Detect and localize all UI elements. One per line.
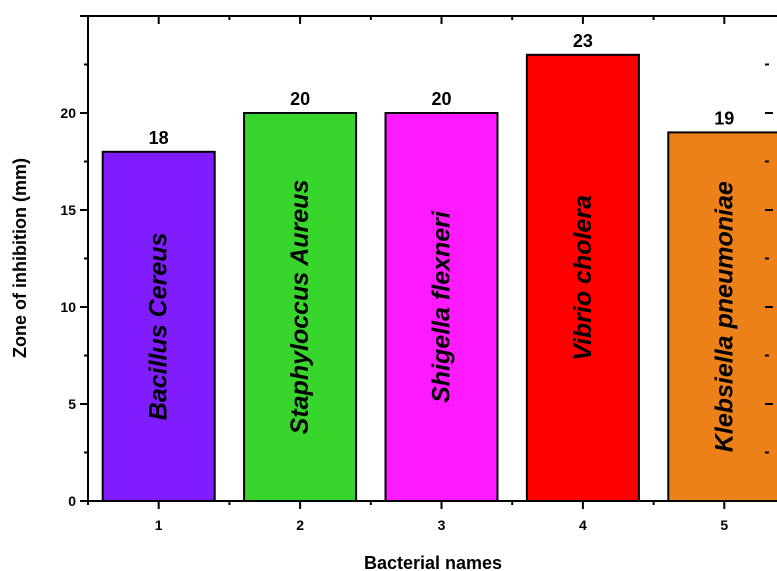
bars: 18 Bacillus Cereus 20 Staphyloccus Aureus 20… [101,31,777,503]
x-tick-label: 4 [579,517,587,533]
data-label: 19 [714,108,734,128]
y-tick-label: 0 [68,493,76,509]
data-label: 20 [431,89,451,109]
bar [525,53,640,503]
y-tick-label: 5 [68,396,76,412]
y-axis-title: Zone of inhibition (mm) [10,158,30,358]
bar [243,112,358,502]
data-label: 20 [290,89,310,109]
y-tick-label: 20 [60,105,76,121]
bar-name-label: Vibrio cholera [569,195,597,361]
x-tick-label: 2 [296,517,304,533]
tick-labels: 0 5 10 15 20 1 2 3 4 5 [60,105,728,533]
bar-name-label: Staphyloccus Aureus [286,180,314,435]
bar-name-label: Shigella flexneri [428,210,456,403]
data-label: 18 [149,128,169,148]
x-tick-label: 1 [155,517,163,533]
bar-name-label: Klebsiella pneumoniae [710,181,738,452]
bar-name-label: Bacillus Cereus [145,233,173,421]
x-tick-label: 3 [438,517,446,533]
y-tick-label: 15 [60,202,76,218]
x-axis-title: Bacterial names [364,553,502,571]
bar [384,112,499,502]
bar [667,131,777,502]
bar [101,150,216,503]
ticks [80,15,773,509]
x-tick-label: 5 [720,517,728,533]
data-label: 23 [573,31,593,51]
y-tick-label: 10 [60,299,76,315]
